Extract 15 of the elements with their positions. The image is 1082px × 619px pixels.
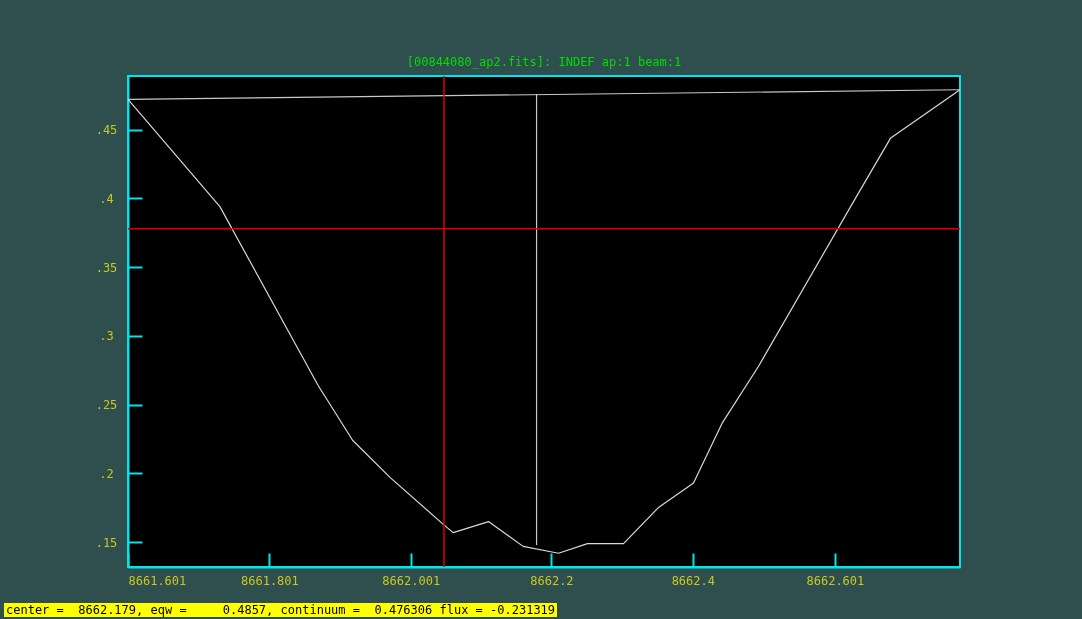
y-tick-label: .4	[99, 191, 114, 206]
y-tick-label: .45	[95, 123, 118, 138]
y-tick-label: .25	[95, 398, 118, 413]
x-tick-label: 8662.001	[382, 573, 441, 588]
text: center = 8662.179, eqw = 0.4857, continuum = 0.476306 flux = -0.231319	[4, 603, 558, 617]
x-tick-label: 8662.2	[530, 573, 574, 588]
x-tick-label: 8662.601	[806, 573, 865, 588]
x-tick-label: 8661.601	[128, 573, 187, 588]
x-tick-label: 8661.801	[240, 573, 299, 588]
y-tick-label: .2	[99, 466, 114, 481]
x-tick-label: 8662.4	[671, 573, 715, 588]
y-tick-label: .15	[95, 535, 118, 550]
y-tick-label: .3	[99, 329, 114, 344]
chart-title: [00844080_ap2.fits]: INDEF ap:1 beam:1	[406, 55, 682, 70]
y-tick-label: .35	[95, 260, 118, 275]
